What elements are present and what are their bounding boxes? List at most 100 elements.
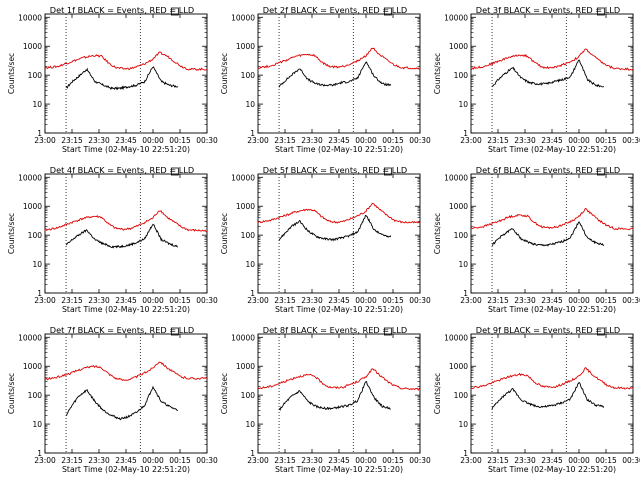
y-axis-label: Counts/sec bbox=[7, 373, 16, 414]
x-tick-label: 23:30 bbox=[514, 296, 536, 305]
y-axis-label: Counts/sec bbox=[220, 53, 229, 94]
y-tick-label: 1 bbox=[37, 129, 42, 138]
lld-series-line bbox=[44, 51, 208, 71]
y-tick-label: 10000 bbox=[18, 333, 42, 342]
x-tick-label: 23:45 bbox=[328, 456, 350, 465]
x-tick-label: 00:30 bbox=[409, 456, 431, 465]
plot-title: Det 9f BLACK = Events, RED = LLD bbox=[476, 325, 620, 335]
x-tick-label: 23:00 bbox=[34, 136, 56, 145]
events-series-line bbox=[491, 381, 605, 410]
plot-frame bbox=[257, 333, 421, 454]
x-axis-label: Start Time (02-May-10 22:51:20) bbox=[488, 465, 616, 474]
y-tick-label: 10 bbox=[32, 420, 42, 429]
y-tick-label: 10000 bbox=[231, 173, 255, 182]
plot-frame bbox=[44, 333, 208, 454]
x-tick-label: 00:15 bbox=[382, 456, 404, 465]
plot-panel-2: Det 2f BLACK = Events, RED = LLD 1 10 100 10… bbox=[220, 5, 431, 154]
plot-panel-9: Det 9f BLACK = Events, RED = LLD 1 10 100 10… bbox=[433, 325, 640, 474]
x-tick-label: 23:30 bbox=[514, 136, 536, 145]
x-axis-label: Start Time (02-May-10 22:51:20) bbox=[62, 145, 190, 154]
lld-series-line bbox=[44, 210, 208, 233]
title-marker-box bbox=[170, 7, 179, 16]
x-tick-label: 23:15 bbox=[487, 136, 509, 145]
x-tick-label: 00:30 bbox=[196, 456, 218, 465]
events-series-line bbox=[65, 66, 179, 91]
plot-title: Det 2f BLACK = Events, RED = LLD bbox=[263, 5, 407, 15]
y-tick-label: 10 bbox=[458, 420, 468, 429]
y-tick-label: 10 bbox=[245, 420, 255, 429]
title-marker-box bbox=[170, 167, 179, 176]
x-tick-label: 00:30 bbox=[622, 296, 640, 305]
events-series-line bbox=[66, 223, 179, 249]
y-axis-label: Counts/sec bbox=[7, 53, 16, 94]
y-axis-label: Counts/sec bbox=[433, 213, 442, 254]
plot-title: Det 4f BLACK = Events, RED = LLD bbox=[50, 165, 194, 175]
plot-title: Det 8f BLACK = Events, RED = LLD bbox=[263, 325, 407, 335]
x-tick-label: 00:15 bbox=[382, 136, 404, 145]
x-tick-label: 23:45 bbox=[115, 456, 137, 465]
x-tick-label: 23:00 bbox=[247, 456, 269, 465]
plot-panel-5: Det 5f BLACK = Events, RED = LLD 1 10 100 10… bbox=[220, 165, 431, 314]
x-axis-label: Start Time (02-May-10 22:51:20) bbox=[275, 305, 403, 314]
y-tick-label: 1000 bbox=[236, 42, 255, 51]
x-tick-label: 23:00 bbox=[460, 136, 482, 145]
x-tick-label: 00:15 bbox=[382, 296, 404, 305]
title-marker-box bbox=[596, 167, 605, 176]
x-tick-label: 23:45 bbox=[541, 296, 563, 305]
x-tick-label: 23:45 bbox=[115, 136, 137, 145]
lld-series-line bbox=[470, 207, 634, 231]
y-tick-label: 1 bbox=[250, 129, 255, 138]
x-tick-label: 00:00 bbox=[142, 296, 164, 305]
y-tick-label: 10 bbox=[245, 260, 255, 269]
y-tick-label: 1 bbox=[463, 449, 468, 458]
x-tick-label: 00:00 bbox=[568, 136, 590, 145]
x-axis-label: Start Time (02-May-10 22:51:20) bbox=[62, 305, 190, 314]
plot-title: Det 6f BLACK = Events, RED = LLD bbox=[476, 165, 620, 175]
y-tick-label: 1 bbox=[250, 449, 255, 458]
title-marker-box bbox=[170, 327, 179, 336]
y-tick-label: 1000 bbox=[449, 42, 468, 51]
lld-series-line bbox=[470, 367, 633, 390]
plot-panel-3: Det 3f BLACK = Events, RED = LLD 1 10 100 10… bbox=[433, 5, 640, 154]
lld-series-line bbox=[257, 368, 421, 392]
y-tick-label: 10 bbox=[245, 100, 255, 109]
x-tick-label: 23:15 bbox=[274, 456, 296, 465]
y-tick-label: 10000 bbox=[18, 173, 42, 182]
x-tick-label: 23:15 bbox=[61, 456, 83, 465]
y-tick-label: 10 bbox=[458, 100, 468, 109]
x-tick-label: 00:00 bbox=[355, 296, 377, 305]
events-series-line bbox=[278, 214, 392, 242]
y-tick-label: 100 bbox=[241, 71, 256, 80]
x-tick-label: 23:15 bbox=[274, 136, 296, 145]
x-tick-label: 00:30 bbox=[409, 136, 431, 145]
y-tick-label: 10 bbox=[458, 260, 468, 269]
plot-panel-7: Det 7f BLACK = Events, RED = LLD 1 10 100 10… bbox=[7, 325, 218, 474]
y-axis-label: Counts/sec bbox=[433, 373, 442, 414]
y-axis-label: Counts/sec bbox=[220, 373, 229, 414]
x-tick-label: 23:30 bbox=[88, 456, 110, 465]
y-tick-label: 1000 bbox=[236, 202, 255, 211]
plot-frame bbox=[470, 173, 634, 294]
y-tick-label: 100 bbox=[454, 391, 469, 400]
plot-panel-8: Det 8f BLACK = Events, RED = LLD 1 10 100 10… bbox=[220, 325, 431, 474]
title-marker-box bbox=[596, 7, 605, 16]
x-axis-label: Start Time (02-May-10 22:51:20) bbox=[275, 145, 403, 154]
y-tick-label: 1000 bbox=[23, 362, 42, 371]
y-tick-label: 1 bbox=[463, 289, 468, 298]
plot-panel-4: Det 4f BLACK = Events, RED = LLD 1 10 100 10… bbox=[7, 165, 218, 314]
plot-panel-6: Det 6f BLACK = Events, RED = LLD 1 10 100 10… bbox=[433, 165, 640, 314]
x-tick-label: 23:00 bbox=[460, 456, 482, 465]
x-tick-label: 23:30 bbox=[514, 456, 536, 465]
x-tick-label: 23:00 bbox=[34, 456, 56, 465]
y-tick-label: 1000 bbox=[23, 202, 42, 211]
x-tick-label: 00:15 bbox=[595, 456, 617, 465]
x-axis-label: Start Time (02-May-10 22:51:20) bbox=[488, 145, 616, 154]
events-series-line bbox=[491, 59, 605, 88]
y-tick-label: 100 bbox=[454, 71, 469, 80]
x-tick-label: 00:15 bbox=[595, 296, 617, 305]
events-series-line bbox=[278, 61, 392, 88]
title-marker-box bbox=[596, 327, 605, 336]
x-tick-label: 00:00 bbox=[142, 136, 164, 145]
x-tick-label: 00:30 bbox=[622, 456, 640, 465]
x-tick-label: 23:30 bbox=[301, 456, 323, 465]
